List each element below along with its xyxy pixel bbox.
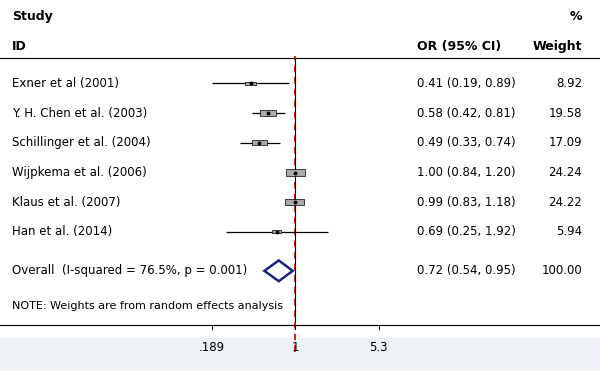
Text: 19.58: 19.58 (548, 106, 582, 120)
Text: 0.58 (0.42, 0.81): 0.58 (0.42, 0.81) (417, 106, 515, 120)
Text: NOTE: Weights are from random effects analysis: NOTE: Weights are from random effects an… (12, 301, 283, 311)
Text: %: % (569, 10, 582, 23)
Bar (260, 110, 276, 116)
Bar (245, 82, 256, 85)
Text: Weight: Weight (533, 40, 582, 53)
Text: 17.09: 17.09 (548, 136, 582, 150)
Text: 8.92: 8.92 (556, 77, 582, 90)
Bar (252, 140, 267, 145)
Text: Overall  (I-squared = 76.5%, p = 0.001): Overall (I-squared = 76.5%, p = 0.001) (12, 264, 247, 278)
Text: Exner et al (2001): Exner et al (2001) (12, 77, 119, 90)
Text: Wijpkema et al. (2006): Wijpkema et al. (2006) (12, 166, 147, 179)
Text: 24.24: 24.24 (548, 166, 582, 179)
Text: 0.99 (0.83, 1.18): 0.99 (0.83, 1.18) (417, 196, 515, 209)
Text: 1: 1 (292, 341, 299, 355)
Text: Han et al. (2014): Han et al. (2014) (12, 225, 112, 239)
Text: ID: ID (12, 40, 27, 53)
Text: OR (95% CI): OR (95% CI) (417, 40, 501, 53)
Text: 0.72 (0.54, 0.95): 0.72 (0.54, 0.95) (417, 264, 515, 278)
Text: 0.69 (0.25, 1.92): 0.69 (0.25, 1.92) (417, 225, 516, 239)
Bar (272, 230, 281, 233)
Text: Schillinger et al. (2004): Schillinger et al. (2004) (12, 136, 151, 150)
Text: 24.22: 24.22 (548, 196, 582, 209)
Text: 5.3: 5.3 (370, 341, 388, 355)
FancyBboxPatch shape (0, 0, 600, 338)
Text: Y. H. Chen et al. (2003): Y. H. Chen et al. (2003) (12, 106, 147, 120)
Text: Klaus et al. (2007): Klaus et al. (2007) (12, 196, 121, 209)
Text: 0.41 (0.19, 0.89): 0.41 (0.19, 0.89) (417, 77, 516, 90)
Text: 1.00 (0.84, 1.20): 1.00 (0.84, 1.20) (417, 166, 515, 179)
Polygon shape (265, 260, 293, 281)
Bar (285, 199, 304, 206)
Text: 100.00: 100.00 (541, 264, 582, 278)
Text: 0.49 (0.33, 0.74): 0.49 (0.33, 0.74) (417, 136, 515, 150)
Text: Study: Study (12, 10, 53, 23)
Text: .189: .189 (199, 341, 225, 355)
Bar (286, 169, 305, 176)
Text: 5.94: 5.94 (556, 225, 582, 239)
